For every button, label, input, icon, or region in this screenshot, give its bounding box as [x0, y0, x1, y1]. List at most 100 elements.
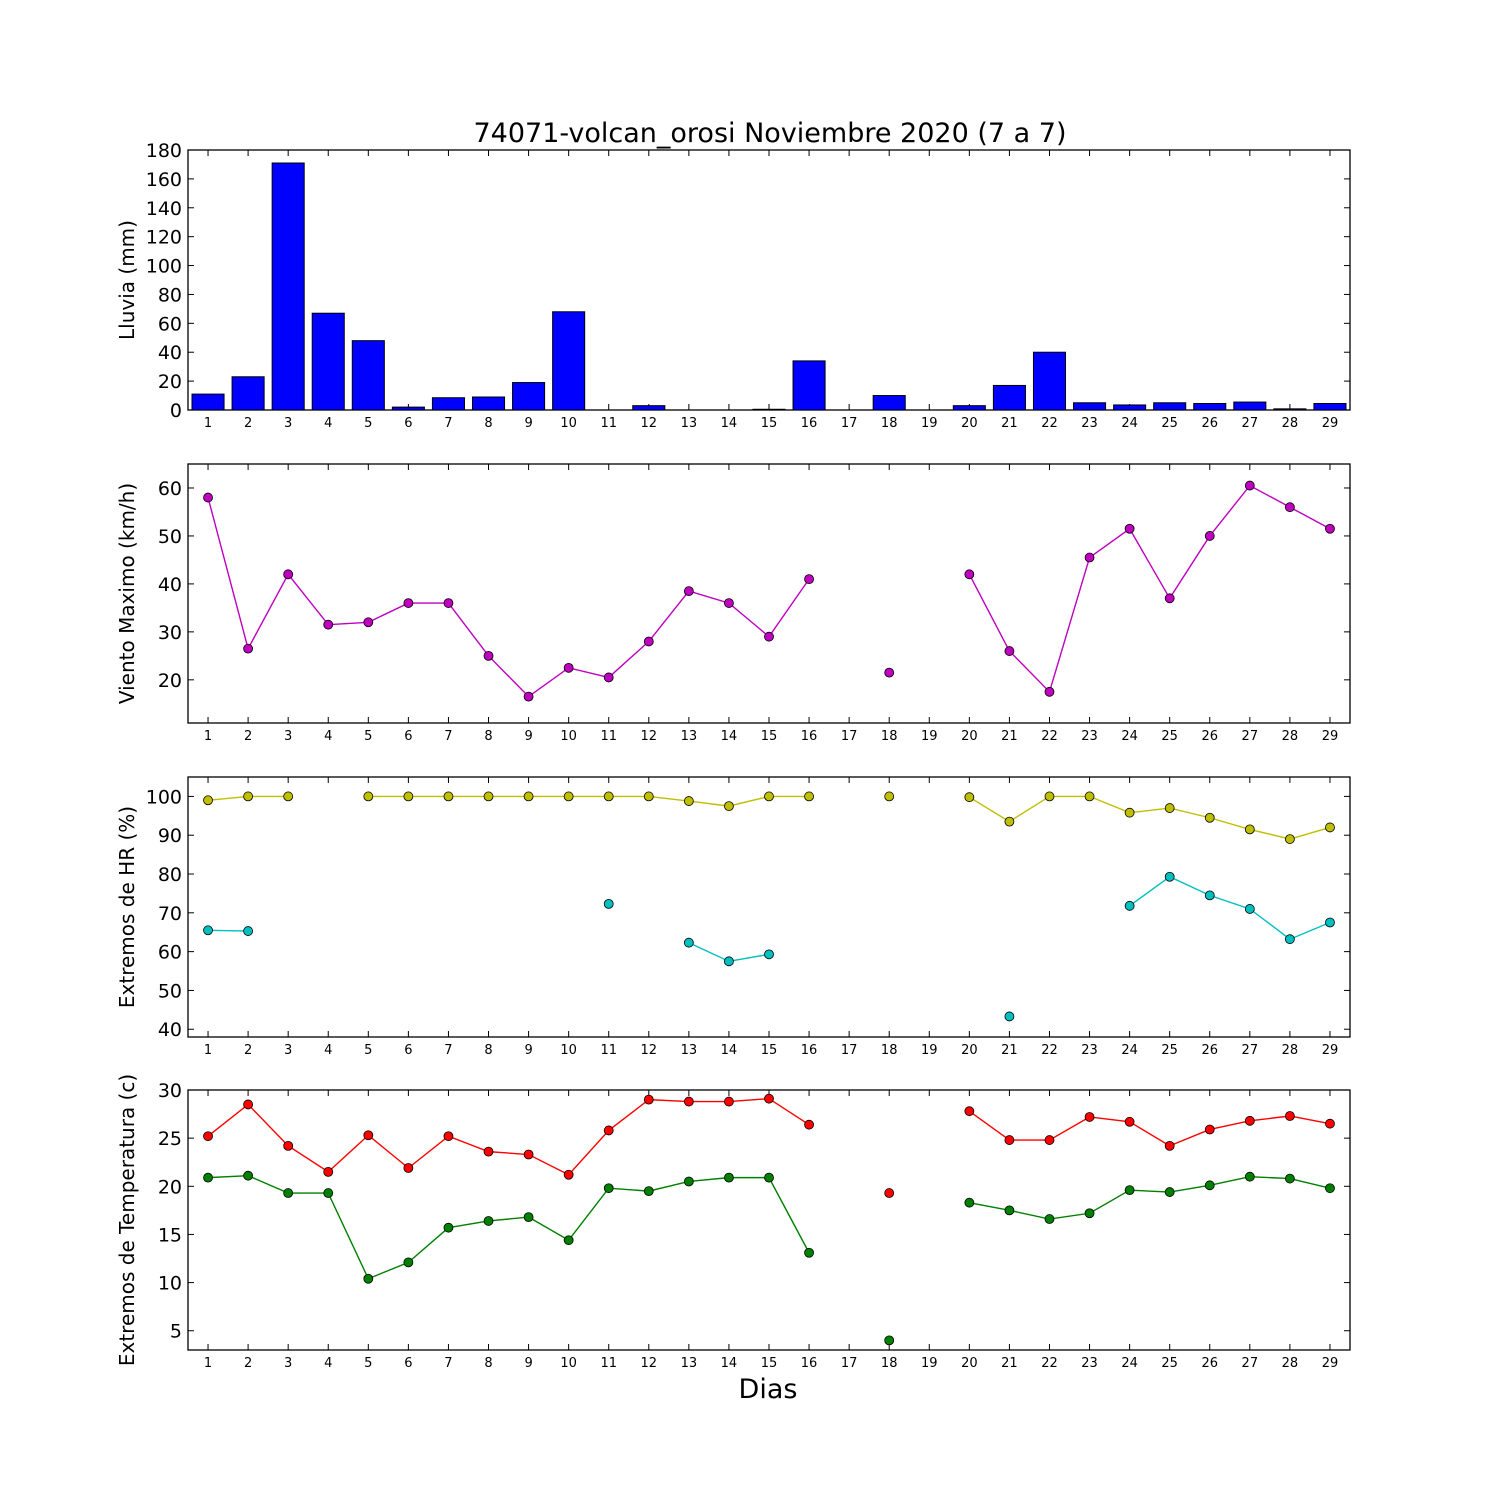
data-point — [1244, 1171, 1255, 1182]
x-tick-label: 29 — [1322, 729, 1339, 744]
data-point — [1325, 1118, 1335, 1129]
x-tick-label: 2 — [244, 416, 252, 431]
x-tick-label: 3 — [284, 729, 292, 744]
x-tick-label: 16 — [801, 729, 818, 744]
data-point — [1084, 1112, 1095, 1122]
data-point — [1325, 822, 1335, 833]
rain-bar — [1233, 401, 1267, 411]
x-tick-label: 10 — [560, 1043, 577, 1058]
x-tick-label: 22 — [1041, 729, 1058, 744]
x-tick-label: 28 — [1282, 1356, 1299, 1371]
data-point — [1004, 1011, 1015, 1022]
x-tick-label: 27 — [1242, 1043, 1259, 1058]
data-point — [1044, 791, 1055, 802]
series-line — [968, 795, 1331, 840]
x-tick-label: 26 — [1201, 729, 1218, 744]
x-tick-label: 4 — [324, 1356, 332, 1371]
x-tick-label: 24 — [1121, 729, 1138, 744]
x-tick-label: 29 — [1322, 416, 1339, 431]
x-tick-label: 10 — [560, 1356, 577, 1371]
data-point — [403, 1257, 414, 1268]
data-point — [483, 791, 494, 802]
rain-bar — [1313, 403, 1347, 411]
data-point — [1284, 834, 1295, 844]
x-tick-label: 3 — [284, 1356, 292, 1371]
data-point — [403, 1163, 414, 1173]
data-point — [323, 1188, 334, 1198]
x-tick-label: 17 — [841, 1043, 858, 1058]
plot-frame — [187, 1089, 1351, 1351]
x-tick-label: 15 — [761, 416, 778, 431]
x-tick-label: 27 — [1242, 729, 1259, 744]
x-tick-label: 12 — [641, 729, 658, 744]
y-tick-label: 160 — [146, 169, 182, 191]
data-point — [643, 636, 654, 647]
rain-bar — [512, 382, 546, 411]
data-point — [724, 598, 734, 608]
data-point — [643, 1094, 654, 1105]
x-tick-label: 9 — [524, 1043, 532, 1058]
x-tick-label: 8 — [484, 1356, 492, 1371]
x-tick-label: 13 — [681, 729, 698, 744]
rain-bar — [311, 312, 345, 411]
rain-bar — [1273, 408, 1307, 411]
series-hr_min — [203, 871, 1335, 1022]
data-point — [683, 586, 694, 597]
data-point — [1204, 890, 1215, 901]
rain-bar — [351, 340, 385, 411]
data-point — [1204, 531, 1215, 541]
x-tick-label: 26 — [1201, 1356, 1218, 1371]
data-point — [323, 619, 334, 630]
rain-bar — [1032, 351, 1067, 411]
data-point — [203, 1172, 213, 1183]
series-wind — [203, 480, 1335, 702]
data-point — [1044, 1214, 1055, 1224]
data-point — [1044, 1135, 1055, 1145]
y-tick-label: 80 — [158, 864, 182, 886]
data-point — [884, 667, 895, 678]
data-point — [1164, 593, 1175, 604]
data-point — [363, 1273, 374, 1284]
data-point — [1004, 816, 1015, 827]
data-point — [403, 598, 414, 608]
data-point — [964, 569, 975, 580]
y-tick-label: 40 — [158, 1019, 182, 1041]
x-tick-label: 21 — [1001, 1043, 1018, 1058]
data-point — [1124, 523, 1135, 534]
x-tick-label: 20 — [961, 729, 978, 744]
data-point — [483, 1146, 494, 1157]
x-tick-label: 28 — [1282, 1043, 1299, 1058]
series-line — [207, 497, 810, 698]
x-tick-label: 26 — [1201, 1043, 1218, 1058]
x-tick-label: 3 — [284, 1043, 292, 1058]
x-tick-label: 5 — [364, 416, 372, 431]
x-tick-label: 14 — [721, 729, 738, 744]
y-tick-label: 5 — [170, 1321, 182, 1343]
x-tick-label: 17 — [841, 1356, 858, 1371]
data-point — [643, 791, 654, 802]
x-axis-label: Dias — [739, 1374, 798, 1405]
data-point — [603, 1183, 614, 1194]
y-tick-label: 10 — [158, 1273, 182, 1295]
data-point — [764, 1093, 774, 1104]
data-point — [1284, 502, 1295, 513]
data-point — [523, 691, 534, 702]
data-point — [203, 925, 213, 936]
y-tick-label: 20 — [158, 1176, 182, 1198]
x-tick-label: 24 — [1121, 1356, 1138, 1371]
rain-bar — [391, 406, 425, 411]
data-point — [283, 1188, 294, 1198]
data-point — [603, 1125, 614, 1136]
data-point — [563, 1169, 574, 1180]
data-point — [884, 1188, 895, 1198]
data-point — [884, 791, 895, 802]
x-tick-label: 15 — [761, 1356, 778, 1371]
x-tick-label: 18 — [881, 416, 898, 431]
y-tick-label: 40 — [158, 342, 182, 364]
x-tick-label: 7 — [444, 729, 452, 744]
y-tick-label: 60 — [158, 942, 182, 964]
series-temp_max — [203, 1093, 1335, 1198]
series-line — [368, 795, 810, 807]
data-point — [683, 937, 694, 948]
